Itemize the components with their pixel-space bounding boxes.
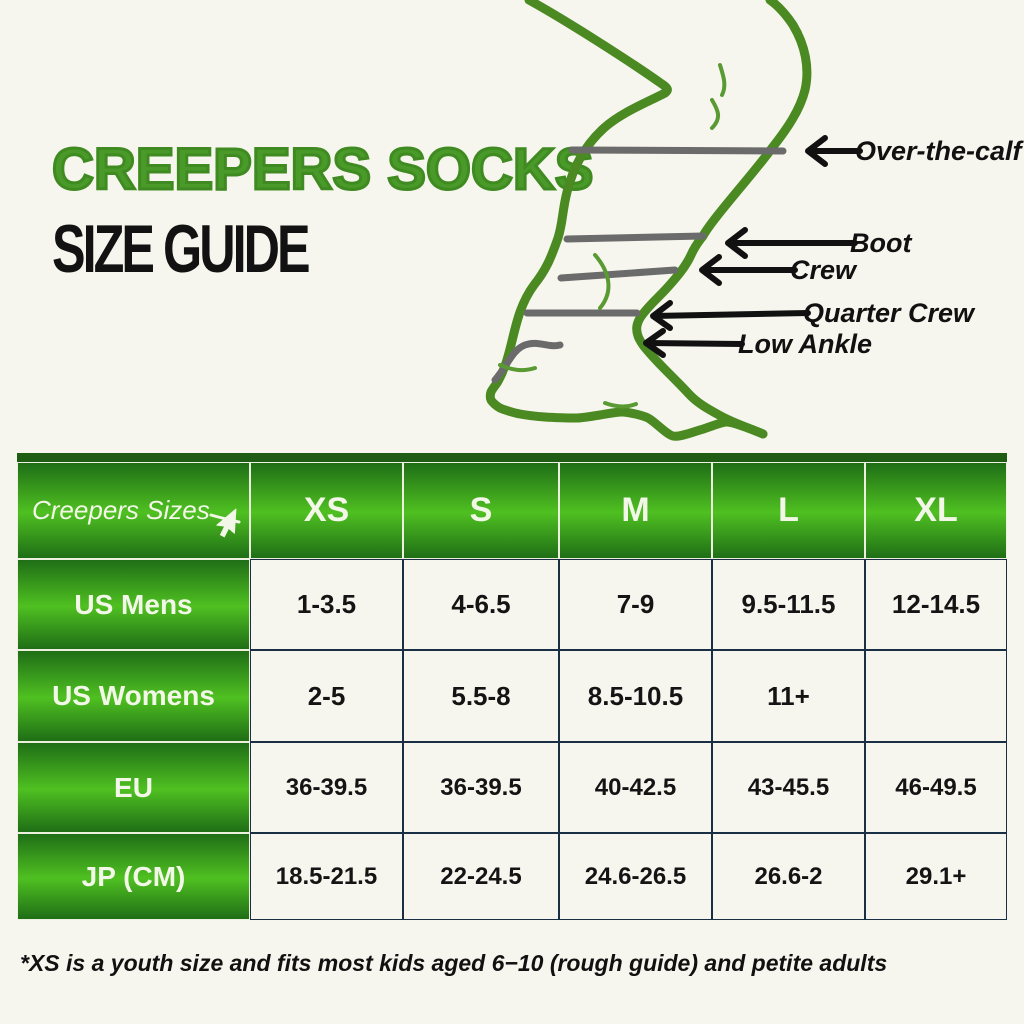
svg-text:Quarter Crew: Quarter Crew xyxy=(803,298,976,328)
svg-text:Crew: Crew xyxy=(790,255,858,285)
svg-text:Low Ankle: Low Ankle xyxy=(738,329,872,359)
svg-text:Boot: Boot xyxy=(850,228,912,258)
svg-text:Over-the-calf: Over-the-calf xyxy=(855,136,1024,166)
